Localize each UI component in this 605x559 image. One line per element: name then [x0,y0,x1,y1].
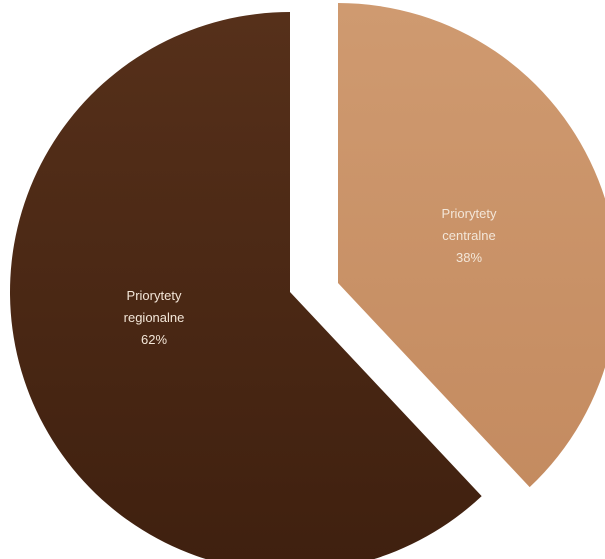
slice-label-centralne-line2: centralne [442,228,495,243]
pie-slice-priorytety-regionalne [10,12,482,559]
slice-label-regionalne-line1: Priorytety [127,288,182,303]
slice-label-regionalne-percent: 62% [141,332,167,347]
slice-label-regionalne-line2: regionalne [124,310,185,325]
slice-label-centralne-percent: 38% [456,250,482,265]
slice-label-centralne-line1: Priorytety [442,206,497,221]
pie-slice-priorytety-centralne [338,3,605,488]
